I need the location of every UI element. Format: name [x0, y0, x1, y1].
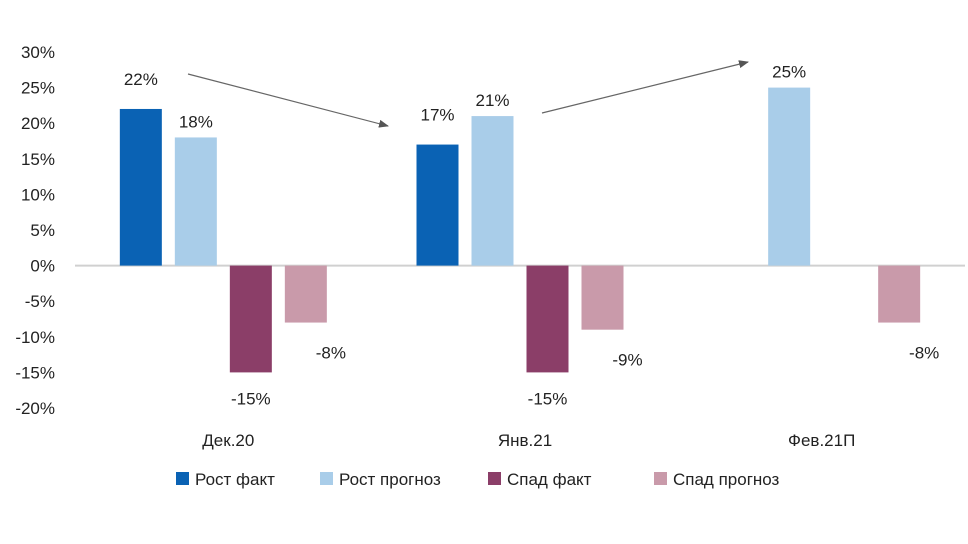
data-label: -15%: [231, 389, 271, 408]
legend: Рост факт Рост прогноз Спад факт Спад прогн…: [176, 470, 780, 489]
legend-swatch: [654, 472, 667, 485]
bar: [119, 108, 162, 266]
bar: [581, 265, 624, 330]
data-label: -8%: [316, 344, 346, 363]
y-tick-label: -15%: [15, 363, 55, 382]
bar: [471, 116, 514, 266]
bar: [174, 137, 217, 266]
category-label: Янв.21: [498, 431, 552, 450]
y-axis: 30% 25% 20% 15% 10% 5% 0% -5% -10% -15% -20%: [15, 43, 55, 418]
legend-label: Спад прогноз: [673, 470, 780, 489]
category-label: Дек.20: [202, 431, 254, 450]
y-tick-label: 20%: [21, 114, 55, 133]
legend-swatch: [488, 472, 501, 485]
legend-label: Рост факт: [195, 470, 275, 489]
bar: [416, 144, 459, 266]
y-tick-label: -10%: [15, 328, 55, 347]
bars: [119, 87, 921, 373]
legend-label: Рост прогноз: [339, 470, 441, 489]
category-label: Фев.21П: [788, 431, 855, 450]
y-tick-label: 15%: [21, 150, 55, 169]
y-tick-label: 10%: [21, 185, 55, 204]
data-label: 18%: [179, 112, 213, 131]
bar: [229, 265, 272, 373]
bar: [526, 265, 569, 373]
data-label: 21%: [475, 91, 509, 110]
data-label: -15%: [528, 389, 568, 408]
y-tick-label: -5%: [25, 292, 55, 311]
legend-swatch: [176, 472, 189, 485]
y-tick-label: 30%: [21, 43, 55, 62]
trend-arrows: [187, 60, 749, 128]
data-label: -9%: [612, 351, 642, 370]
data-label: 25%: [772, 63, 806, 82]
bar: [284, 265, 327, 323]
x-axis-categories: Дек.20 Янв.21 Фев.21П: [202, 431, 855, 450]
data-label: -8%: [909, 344, 939, 363]
data-label: 22%: [124, 70, 158, 89]
trend-arrow-up: [541, 60, 749, 114]
y-tick-label: 0%: [30, 257, 55, 276]
data-label: 17%: [420, 106, 454, 125]
legend-label: Спад факт: [507, 470, 592, 489]
bar: [768, 87, 811, 266]
bar: [878, 265, 921, 323]
y-tick-label: 25%: [21, 79, 55, 98]
y-tick-label: -20%: [15, 399, 55, 418]
legend-swatch: [320, 472, 333, 485]
data-labels: 22% 18% -15% -8% 17% 21% -15% -9% 25% -8%: [124, 63, 939, 409]
trend-arrow-down: [187, 73, 389, 128]
y-tick-label: 5%: [30, 221, 55, 240]
